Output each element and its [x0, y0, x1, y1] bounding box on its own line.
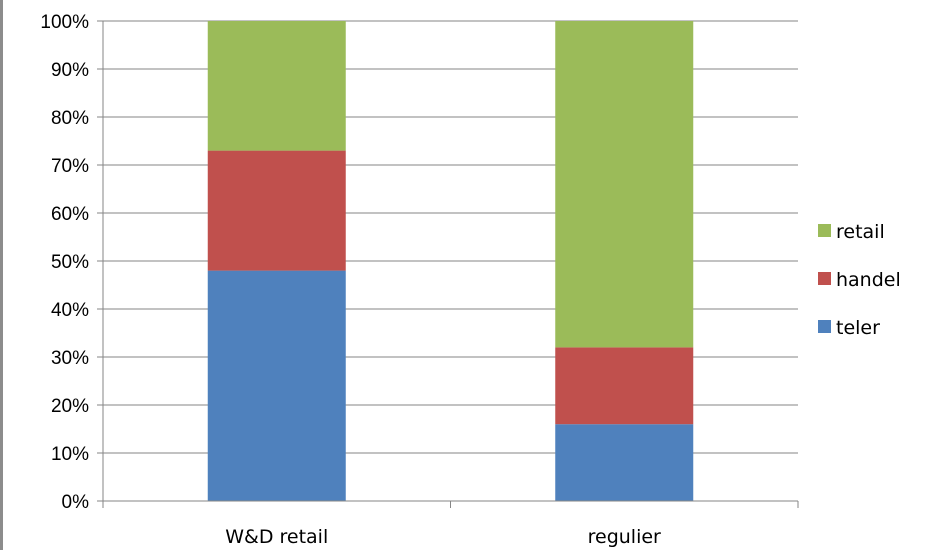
- bar-handel-1: [555, 347, 694, 425]
- y-tick-label-20: 20%: [51, 396, 89, 417]
- legend-swatch-retail: [818, 224, 831, 237]
- y-tick-label-10: 10%: [51, 444, 89, 465]
- bar-retail-0: [207, 21, 346, 151]
- gridlines: [103, 20, 798, 454]
- x-category-label-1: regulier: [588, 526, 661, 548]
- legend-label-teler: teler: [836, 317, 880, 339]
- bar-retail-1: [555, 21, 694, 348]
- legend: retail handel teler: [818, 221, 901, 339]
- axes: [97, 20, 799, 508]
- y-tick-label-80: 80%: [51, 108, 89, 129]
- bar-teler-0: [207, 270, 346, 501]
- bar-handel-0: [207, 150, 346, 271]
- y-axis-tick-labels: 0% 10% 20% 30% 40% 50% 60% 70% 80% 90% 100%: [40, 12, 89, 513]
- legend-swatch-teler: [818, 320, 831, 333]
- y-tick-label-100: 100%: [40, 12, 89, 33]
- legend-label-handel: handel: [836, 269, 901, 291]
- y-tick-label-60: 60%: [51, 204, 89, 225]
- x-axis-category-labels: W&D retail regulier: [225, 526, 661, 548]
- y-tick-label-70: 70%: [51, 156, 89, 177]
- y-tick-label-50: 50%: [51, 252, 89, 273]
- y-tick-label-0: 0%: [62, 492, 90, 513]
- y-tick-label-90: 90%: [51, 60, 89, 81]
- x-category-label-0: W&D retail: [225, 526, 328, 548]
- y-tick-label-30: 30%: [51, 348, 89, 369]
- legend-label-retail: retail: [836, 221, 885, 243]
- bar-teler-1: [555, 424, 694, 501]
- y-tick-label-40: 40%: [51, 300, 89, 321]
- legend-swatch-handel: [818, 272, 831, 285]
- bars: [207, 21, 694, 501]
- stacked-percent-bar-chart: 0% 10% 20% 30% 40% 50% 60% 70% 80% 90% 100% W&D re…: [40, 12, 901, 548]
